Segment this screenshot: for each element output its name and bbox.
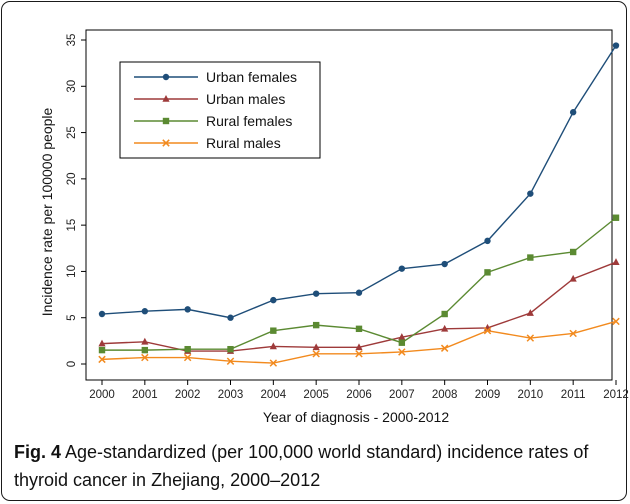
data-point-rural-females — [270, 327, 277, 334]
x-tick-label: 2005 — [303, 389, 329, 401]
chart-legend: Urban females Urban males Rural females Rur… — [119, 61, 321, 159]
x-tick-label: 2010 — [518, 389, 544, 401]
data-point-urban-males — [526, 309, 534, 316]
data-point-rural-males — [440, 344, 449, 352]
legend-marker-rural-males — [162, 139, 170, 147]
x-tick-label: 2003 — [218, 389, 244, 401]
figure-caption-label: Fig. 4 — [14, 442, 62, 462]
data-point-urban-males — [398, 333, 406, 340]
data-point-rural-males — [398, 348, 406, 356]
legend-label-urban-females: Urban females — [206, 69, 297, 85]
data-point-rural-males — [569, 329, 577, 338]
plot-area — [85, 29, 613, 381]
data-point-rural-females — [227, 345, 234, 353]
x-tick-label: 2002 — [175, 389, 201, 401]
data-point-urban-females — [612, 42, 620, 49]
data-point-rural-males — [141, 353, 149, 362]
data-point-rural-males — [269, 359, 278, 367]
legend-marker-rural-females — [162, 117, 170, 125]
data-point-urban-males — [141, 337, 149, 345]
y-tick-label: 30 — [66, 80, 78, 93]
data-point-urban-females — [98, 310, 106, 318]
data-point-rural-females — [98, 346, 106, 354]
data-point-urban-males — [269, 342, 277, 350]
x-tick-label: 2007 — [389, 389, 415, 401]
x-tick-label: 2004 — [261, 389, 287, 401]
data-point-rural-males — [183, 353, 192, 362]
data-point-rural-females — [398, 339, 406, 346]
figure-caption: Fig. 4 Age-standardized (per 100,000 wor… — [14, 438, 614, 494]
data-point-rural-males — [98, 355, 106, 364]
y-tick-label: 10 — [66, 265, 78, 278]
data-point-urban-females — [398, 265, 406, 272]
data-point-urban-females — [141, 308, 149, 315]
data-point-rural-females — [527, 254, 534, 261]
legend-label-rural-males: Rural males — [206, 135, 281, 151]
y-tick-label: 15 — [66, 219, 78, 232]
y-tick-label: 0 — [66, 361, 78, 367]
data-point-rural-females — [184, 345, 191, 353]
data-point-rural-females — [441, 310, 448, 318]
chart-series — [98, 42, 620, 367]
data-point-urban-females — [184, 306, 191, 313]
series-rural-females — [98, 214, 620, 354]
data-point-urban-females — [441, 260, 448, 268]
series-urban-females — [98, 42, 620, 321]
data-point-rural-females — [569, 248, 577, 256]
legend-label-rural-females: Rural females — [206, 113, 292, 129]
data-point-urban-males — [441, 324, 449, 332]
x-tick-label: 2001 — [132, 389, 158, 401]
legend-box — [119, 61, 321, 159]
data-point-urban-females — [527, 190, 534, 197]
y-tick-label: 20 — [66, 172, 78, 185]
data-point-rural-females — [612, 214, 620, 221]
series-rural-males — [98, 317, 620, 367]
data-point-urban-males — [612, 258, 620, 265]
data-point-rural-males — [483, 326, 492, 335]
data-point-urban-females — [355, 289, 363, 296]
legend-marker-urban-males — [162, 95, 170, 102]
data-point-urban-females — [270, 296, 277, 304]
chart-axes: 0 5 10 15 20 25 30 35 2000 2001 2002 2003 2004 2005 20… — [66, 29, 629, 401]
x-axis-title: Year of diagnosis - 2000-2012 — [263, 409, 450, 425]
x-tick-label: 2009 — [475, 389, 501, 401]
x-tick-label: 2008 — [432, 389, 458, 401]
series-urban-males — [98, 258, 620, 354]
data-point-urban-males — [312, 343, 320, 351]
data-point-urban-males — [98, 339, 106, 347]
data-point-rural-males — [355, 350, 363, 358]
data-point-urban-males — [355, 343, 363, 351]
data-point-rural-males — [226, 357, 235, 365]
data-point-urban-females — [227, 314, 234, 321]
data-point-rural-males — [612, 317, 620, 326]
x-tick-label: 2000 — [89, 389, 115, 401]
legend-label-urban-males: Urban males — [206, 91, 285, 107]
data-point-rural-females — [141, 346, 149, 354]
legend-marker-urban-females — [162, 73, 170, 81]
figure-caption-text: Age-standardized (per 100,000 world stan… — [14, 442, 589, 490]
x-tick-label: 2012 — [603, 389, 629, 401]
data-point-rural-females — [484, 269, 491, 276]
y-axis-title: Incidence rate per 100000 people — [39, 107, 55, 316]
data-point-urban-females — [312, 290, 320, 297]
data-point-urban-males — [569, 274, 577, 282]
data-point-urban-females — [569, 109, 577, 116]
data-point-rural-females — [312, 321, 320, 329]
x-tick-label: 2011 — [561, 389, 586, 401]
y-tick-label: 35 — [66, 34, 78, 47]
x-tick-label: 2006 — [346, 389, 372, 401]
data-point-rural-males — [526, 334, 535, 342]
y-tick-label: 25 — [66, 126, 78, 139]
data-point-rural-females — [355, 325, 363, 333]
data-point-urban-females — [484, 237, 491, 245]
data-point-rural-males — [312, 350, 320, 358]
y-tick-label: 5 — [66, 315, 78, 321]
